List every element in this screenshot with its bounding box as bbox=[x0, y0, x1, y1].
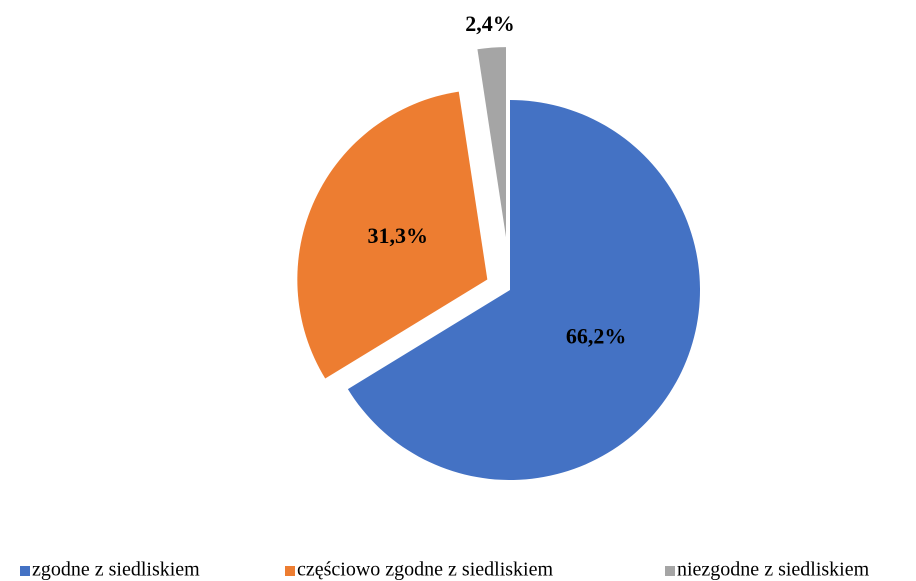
legend-swatch bbox=[20, 566, 30, 576]
legend-label: częściowo zgodne z siedliskiem bbox=[297, 559, 553, 581]
legend-label: zgodne z siedliskiem bbox=[32, 559, 200, 581]
pie-slice bbox=[297, 91, 488, 379]
pie-slice bbox=[347, 100, 700, 480]
data-label: 31,3% bbox=[368, 223, 429, 248]
data-label: 66,2% bbox=[566, 323, 627, 348]
pie-slice bbox=[477, 47, 507, 238]
legend-label: niezgodne z siedliskiem bbox=[677, 559, 870, 581]
legend-swatch bbox=[285, 566, 295, 576]
data-label: 2,4% bbox=[465, 11, 515, 36]
legend-swatch bbox=[665, 566, 675, 576]
